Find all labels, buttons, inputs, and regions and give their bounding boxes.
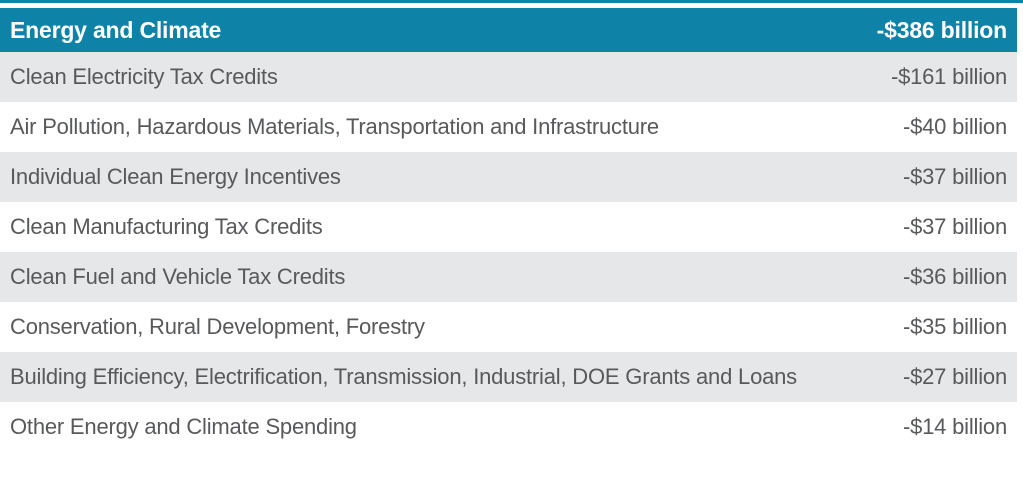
row-value: -$36 billion [902, 264, 1007, 289]
row-value: -$37 billion [902, 214, 1007, 239]
row-label: Clean Fuel and Vehicle Tax Credits [10, 264, 346, 289]
row-label: Clean Manufacturing Tax Credits [10, 214, 323, 239]
table-row: Building Efficiency, Electrification, Tr… [0, 352, 1017, 402]
header-total-value: -$386 billion [876, 16, 1008, 43]
row-label: Clean Electricity Tax Credits [10, 64, 278, 89]
table-row: Clean Electricity Tax Credits -$161 bill… [0, 52, 1017, 102]
top-border-line [0, 0, 1023, 3]
row-label: Air Pollution, Hazardous Materials, Tran… [10, 114, 659, 139]
table-row: Clean Fuel and Vehicle Tax Credits -$36 … [0, 252, 1017, 302]
row-label: Building Efficiency, Electrification, Tr… [10, 364, 797, 389]
energy-climate-table: Energy and Climate -$386 billion Clean E… [0, 8, 1017, 452]
header-category-label: Energy and Climate [10, 16, 222, 43]
table-row: Conservation, Rural Development, Forestr… [0, 302, 1017, 352]
row-value: -$14 billion [902, 414, 1007, 439]
row-value: -$27 billion [902, 364, 1007, 389]
row-value: -$35 billion [902, 314, 1007, 339]
table-row: Clean Manufacturing Tax Credits -$37 bil… [0, 202, 1017, 252]
row-label: Individual Clean Energy Incentives [10, 164, 341, 189]
row-label: Conservation, Rural Development, Forestr… [10, 314, 425, 339]
row-value: -$37 billion [902, 164, 1007, 189]
top-gap [0, 3, 1023, 8]
table-body: Clean Electricity Tax Credits -$161 bill… [0, 52, 1017, 452]
table-row: Other Energy and Climate Spending -$14 b… [0, 402, 1017, 452]
row-value: -$161 billion [890, 64, 1007, 89]
row-value: -$40 billion [902, 114, 1007, 139]
table-row: Air Pollution, Hazardous Materials, Tran… [0, 102, 1017, 152]
row-label: Other Energy and Climate Spending [10, 414, 357, 439]
table-row: Individual Clean Energy Incentives -$37 … [0, 152, 1017, 202]
table-header-row: Energy and Climate -$386 billion [0, 8, 1017, 52]
